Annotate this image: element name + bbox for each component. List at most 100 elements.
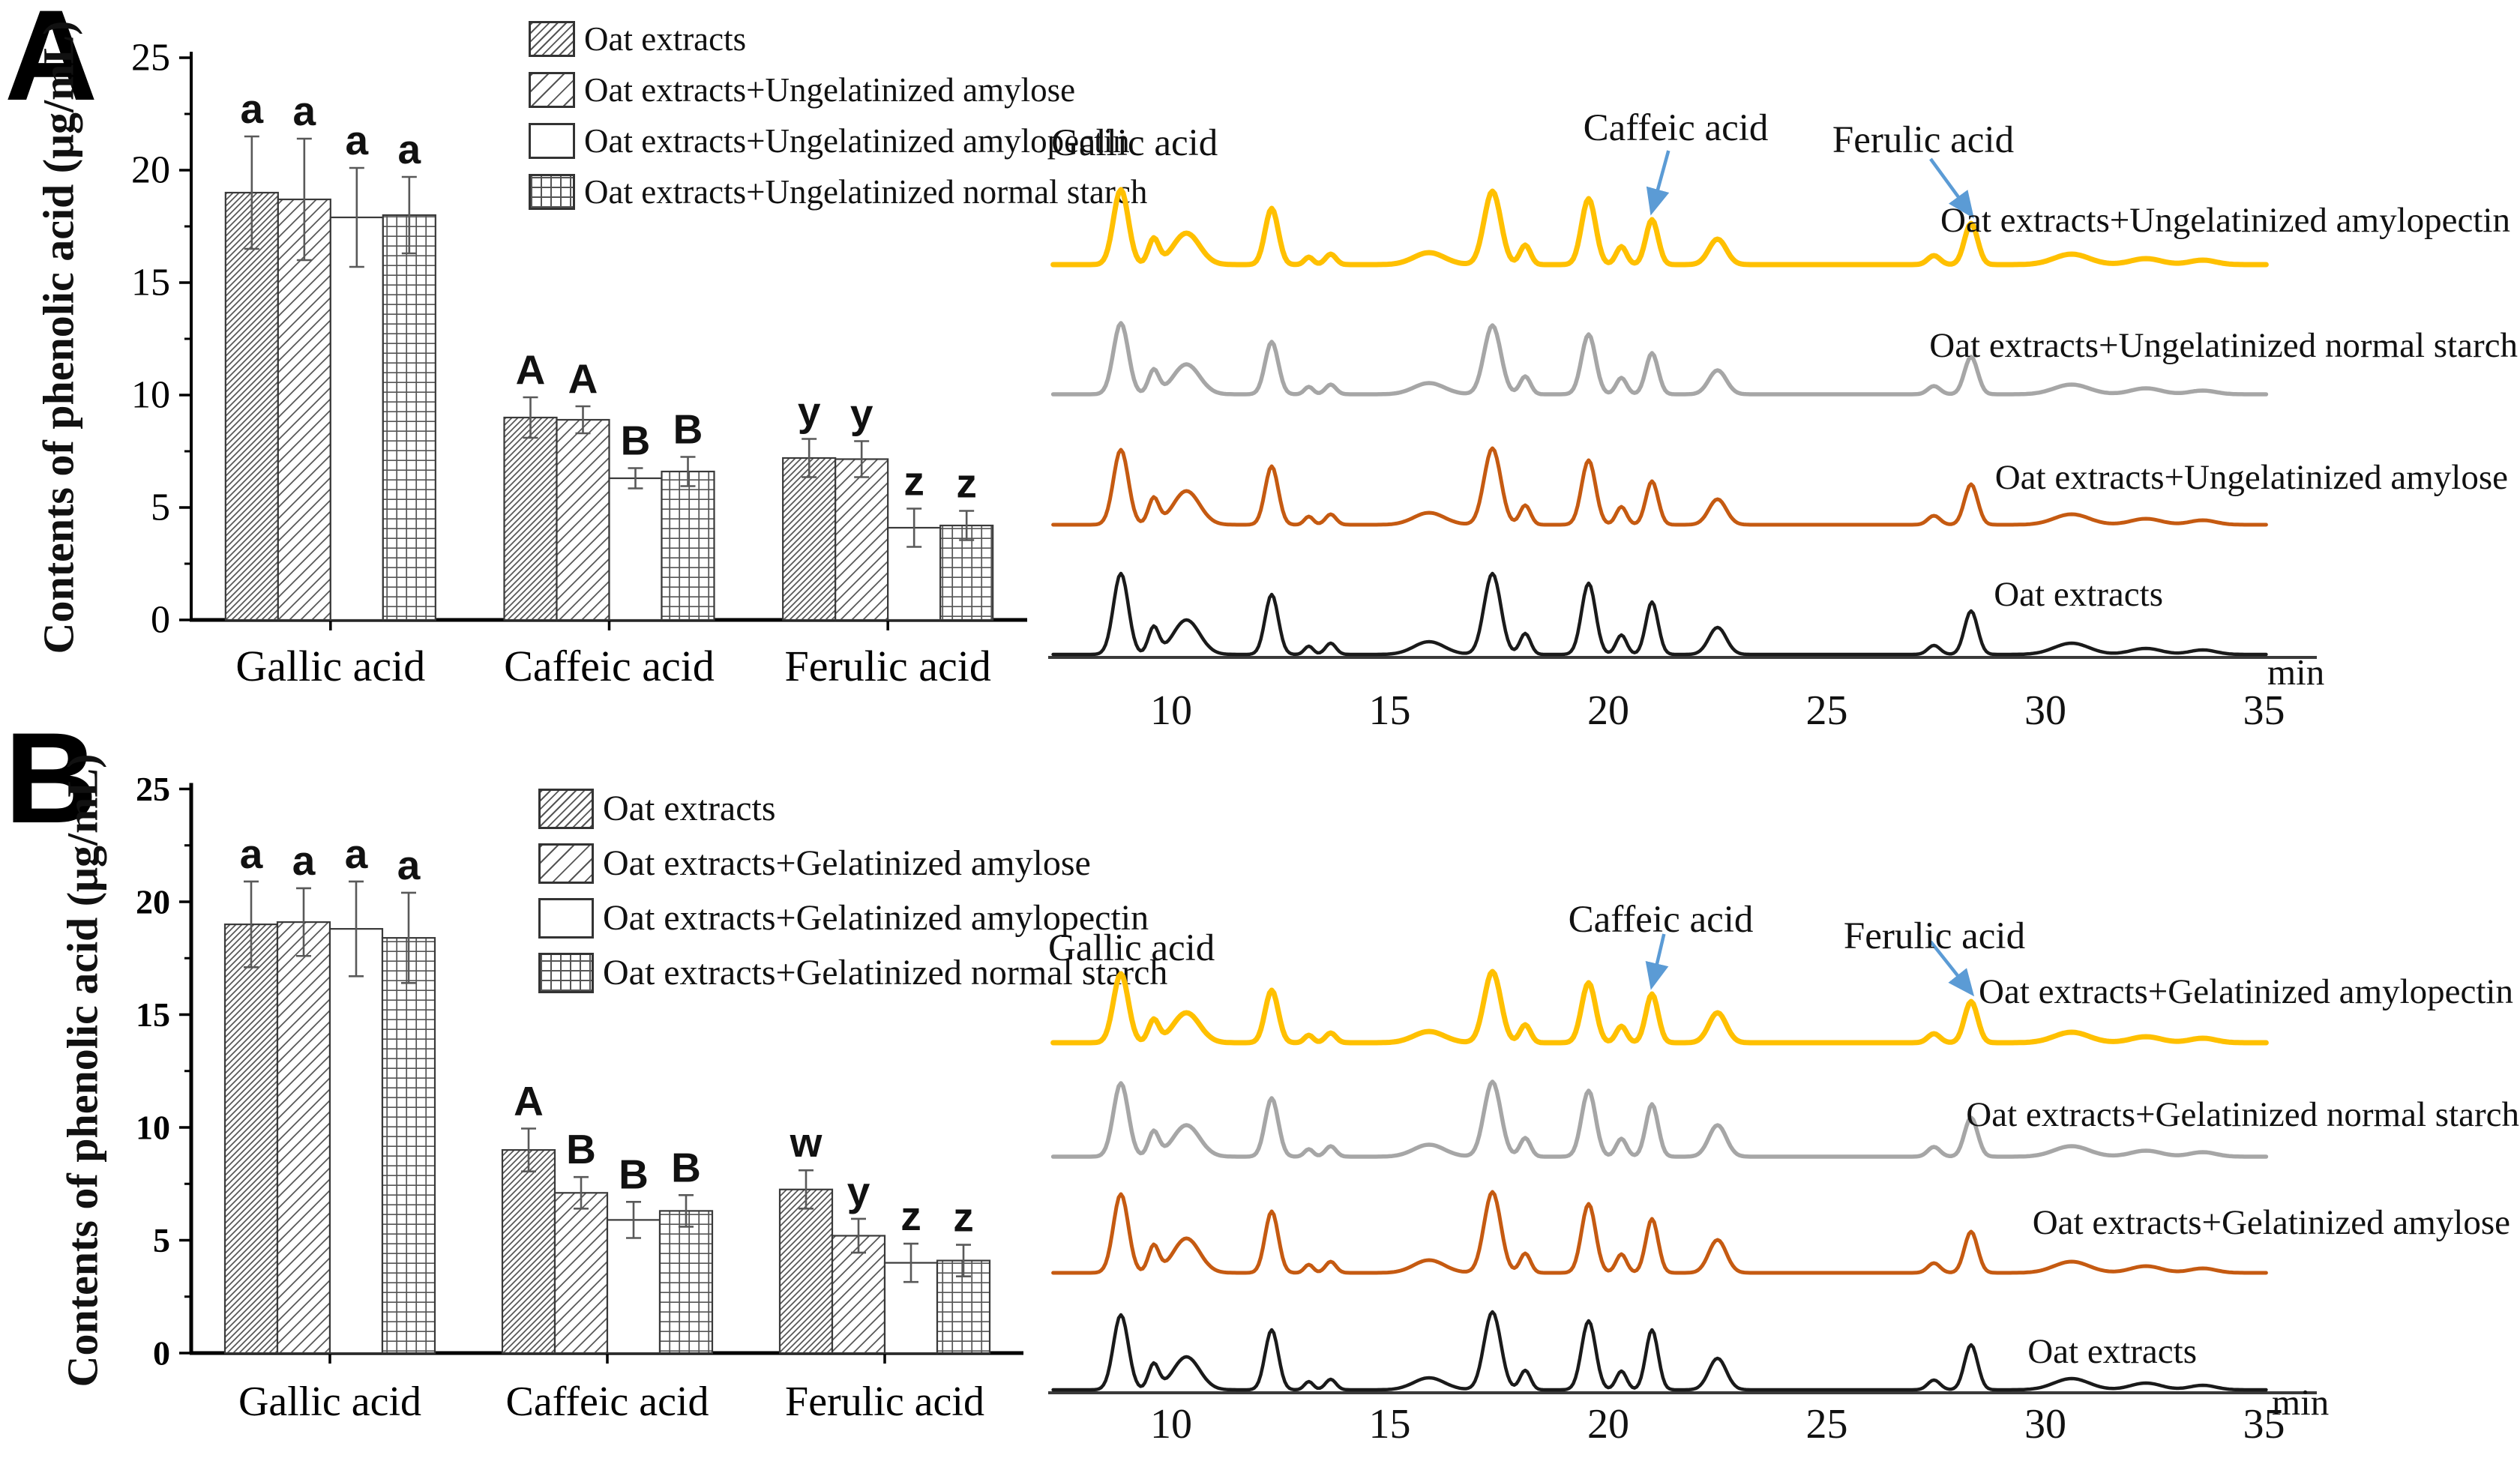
legend-swatch-plain — [538, 897, 594, 939]
legend-label: Oat extracts+Gelatinized amylose — [603, 843, 1091, 883]
significance-letter: B — [619, 1151, 649, 1197]
chromatogram-trace — [1051, 446, 2268, 527]
significance-letter: z — [956, 460, 977, 507]
legend-item: Oat extracts+Gelatinized amylopectin — [538, 891, 1167, 945]
chromatogram-plot: 10 15 20 25 30 35 — [1048, 150, 2317, 734]
y-tick-label: 20 — [131, 149, 170, 192]
x-category-label: Gallic acid — [238, 1379, 421, 1425]
significance-letter: y — [850, 391, 873, 437]
bar — [381, 937, 436, 1355]
annotation-arrow — [1646, 150, 1671, 216]
x-tick-label: 35 — [2243, 1401, 2285, 1448]
y-tick-label: 10 — [136, 1109, 170, 1147]
y-tick-label: 15 — [136, 995, 170, 1034]
significance-letter: A — [568, 355, 598, 402]
significance-letter: z — [953, 1194, 974, 1241]
bar — [939, 524, 994, 621]
significance-letter: a — [240, 831, 263, 877]
legend-swatch-dense-diagonal — [529, 21, 575, 57]
legend-label: Oat extracts+Ungelatinized normal starch — [584, 173, 1148, 211]
significance-letter: a — [241, 85, 264, 132]
legend-item: Oat extracts — [538, 781, 1167, 836]
y-tick-label: 5 — [151, 487, 170, 529]
annotation-arrow — [1929, 940, 1975, 997]
bar — [277, 198, 331, 621]
peak-annotation-ferulic-acid: Ferulic acid — [1843, 915, 2026, 957]
bar — [223, 924, 279, 1355]
x-category-label: Caffeic acid — [504, 642, 715, 690]
y-tick-label: 0 — [153, 1334, 170, 1373]
bar — [608, 477, 663, 621]
significance-letter: B — [621, 418, 651, 464]
bar — [658, 1210, 714, 1355]
significance-letter: a — [346, 117, 369, 163]
x-tick-label: 10 — [1150, 687, 1192, 734]
panel-a-legend: Oat extracts Oat extracts+Ungelatinized … — [529, 13, 1147, 217]
x-tick-label: 20 — [1587, 1401, 1629, 1448]
panel-b-letter: B — [4, 706, 98, 850]
panel-b-legend: Oat extracts Oat extracts+Gelatinized am… — [538, 781, 1167, 1000]
x-category-label: Ferulic acid — [784, 642, 990, 690]
peak-annotation-caffeic-acid: Caffeic acid — [1568, 899, 1754, 941]
x-axis-unit-label: min — [2267, 651, 2325, 693]
chromatogram-trace — [1050, 1079, 2269, 1159]
trace-label: Oat extracts+Gelatinized amylose — [2032, 1203, 2510, 1242]
bar — [276, 921, 331, 1355]
chromatogram-trace — [1051, 1190, 2268, 1275]
significance-letter: B — [671, 1144, 701, 1190]
legend-label: Oat extracts+Ungelatinized amylopectin — [584, 122, 1130, 160]
annotation-arrow — [1645, 933, 1669, 990]
significance-letter: a — [345, 831, 368, 877]
legend-item: Oat extracts+Gelatinized amylose — [538, 836, 1167, 891]
y-tick-label: 5 — [153, 1221, 170, 1259]
legend-label: Oat extracts+Ungelatinized amylose — [584, 71, 1076, 109]
y-tick-label: 25 — [131, 37, 170, 79]
legend-swatch-diagonal — [529, 72, 575, 108]
x-tick-label: 15 — [1369, 687, 1411, 734]
trace-label: Oat extracts+Gelatinized normal starch — [1966, 1095, 2519, 1134]
chromatogram-trace — [1050, 321, 2269, 397]
legend-item: Oat extracts+Ungelatinized amylopectin — [529, 115, 1147, 166]
legend-label: Oat extracts — [584, 20, 747, 58]
x-category-label: Ferulic acid — [785, 1379, 984, 1425]
legend-item: Oat extracts+Gelatinized normal starch — [538, 945, 1167, 1000]
chromatogram-trace — [1051, 1310, 2268, 1392]
trace-label: Oat extracts+Gelatinized amylopectin — [1979, 972, 2513, 1011]
bar — [224, 191, 279, 621]
bar — [329, 216, 384, 621]
bar — [661, 470, 715, 621]
significance-letter: w — [790, 1119, 823, 1166]
significance-letter: B — [566, 1126, 596, 1172]
bar — [503, 416, 558, 621]
bar — [835, 458, 889, 621]
y-tick-label: 20 — [136, 883, 170, 921]
significance-letter: z — [903, 458, 924, 504]
peak-annotation-gallic-acid: Gallic acid — [1051, 122, 1218, 164]
trace-label: Oat extracts — [2027, 1332, 2197, 1371]
bar — [328, 928, 384, 1355]
significance-letter: a — [293, 88, 316, 134]
chromatogram-trace — [1050, 969, 2269, 1046]
peak-annotation-gallic-acid: Gallic acid — [1048, 927, 1215, 969]
legend-swatch-diagonal — [538, 843, 594, 884]
trace-label: Oat extracts+Ungelatinized amylose — [1994, 458, 2508, 497]
annotation-arrow — [1929, 157, 1974, 219]
bar — [382, 214, 436, 621]
legend-label: Oat extracts — [603, 789, 776, 828]
legend-swatch-dense-diagonal — [538, 788, 594, 829]
significance-letter: z — [900, 1193, 921, 1239]
panel-b-chromatogram: 10 15 20 25 30 35 — [1048, 933, 2317, 1448]
bar — [778, 1188, 834, 1355]
trace-label: Oat extracts — [1994, 575, 2163, 614]
significance-letter: a — [397, 842, 421, 888]
bar — [782, 457, 837, 621]
bar — [606, 1219, 661, 1355]
legend-item: Oat extracts+Ungelatinized normal starch — [529, 166, 1147, 217]
panel-a-letter: A — [4, 0, 98, 127]
peak-annotation-caffeic-acid: Caffeic acid — [1583, 107, 1769, 149]
y-tick-label: 25 — [136, 770, 170, 808]
trace-label: Oat extracts+Ungelatinized amylopectin — [1940, 201, 2510, 240]
